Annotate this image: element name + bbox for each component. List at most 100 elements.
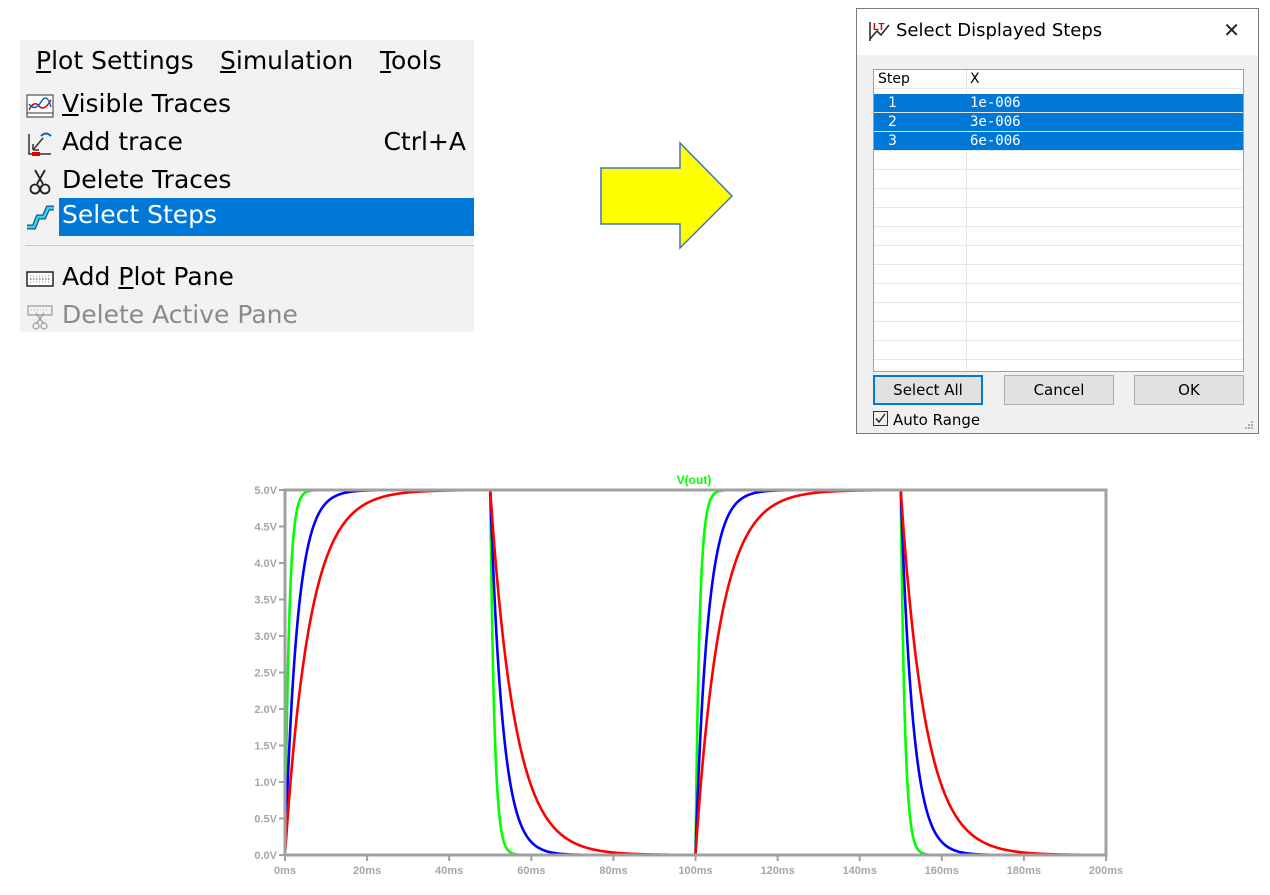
column-header-step[interactable]: Step	[878, 71, 910, 87]
visible-traces-icon	[26, 94, 54, 118]
scissors-icon	[29, 169, 51, 195]
y-tick-label: 2.0V	[254, 704, 277, 716]
empty-row	[874, 265, 1243, 284]
step-cell: 1	[888, 95, 897, 111]
menu-item-add-trace[interactable]: Add trace Ctrl+A	[20, 125, 474, 163]
empty-row	[874, 284, 1243, 303]
menu-item-select-steps[interactable]: Select Steps	[20, 198, 474, 236]
selection-highlight	[59, 198, 474, 236]
x-axis: 0ms 20ms 40ms 60ms 80ms 100ms 120ms 140ms 160ms 1…	[274, 855, 1123, 877]
y-tick-label: 0.0V	[254, 850, 277, 862]
menu-item-label: Add trace	[62, 127, 183, 156]
menu-item-label: Visible Traces	[62, 89, 231, 118]
x-tick-label: 60ms	[517, 865, 545, 877]
column-divider	[966, 70, 967, 371]
svg-text:LT: LT	[873, 22, 884, 33]
y-tick-label: 0.5V	[254, 814, 277, 826]
x-tick-label: 160ms	[925, 865, 959, 877]
x-tick-label: 100ms	[678, 865, 712, 877]
empty-row	[874, 227, 1243, 246]
menu-item-label: Add Plot Pane	[62, 262, 234, 291]
y-tick-label: 2.5V	[254, 668, 277, 680]
step-cell: 2	[888, 114, 897, 130]
auto-range-label: Auto Range	[893, 411, 981, 429]
x-cell: 3e-006	[970, 114, 1021, 130]
empty-row	[874, 151, 1243, 170]
empty-row	[874, 170, 1243, 189]
menubar-tools[interactable]: Tools	[380, 46, 442, 75]
list-row[interactable]: 2 3e-006	[874, 113, 1243, 132]
x-tick-label: 40ms	[435, 865, 463, 877]
resize-grip-icon[interactable]	[1244, 420, 1254, 430]
trace-series-1	[283, 488, 1106, 857]
checkbox-icon[interactable]	[873, 411, 888, 426]
delete-pane-icon	[27, 305, 53, 330]
y-tick-label: 5.0V	[254, 485, 277, 497]
y-tick-label: 3.5V	[254, 595, 277, 607]
waveform-plot: V(out) 0.0V 0.5V 1.0V 1.5V 2.0V 2.5V 3.0V 3.5V 4…	[254, 473, 1123, 877]
y-axis: 0.0V 0.5V 1.0V 1.5V 2.0V 2.5V 3.0V 3.5V 4.0V 4.5V…	[254, 485, 285, 862]
menu-item-delete-active-pane: Delete Active Pane	[20, 298, 474, 336]
x-tick-label: 180ms	[1007, 865, 1041, 877]
menubar: Plot Settings Simulation Tools	[20, 40, 474, 86]
x-tick-label: 20ms	[353, 865, 381, 877]
select-all-button[interactable]: Select All	[873, 375, 983, 405]
empty-row	[874, 303, 1243, 322]
y-tick-label: 1.0V	[254, 777, 277, 789]
menubar-label: lot Settings	[51, 46, 194, 75]
y-tick-label: 3.0V	[254, 631, 277, 643]
list-row[interactable]: 3 6e-006	[874, 132, 1243, 151]
menubar-label-mnemonic: P	[36, 46, 52, 75]
empty-row	[874, 322, 1243, 341]
menu-item-add-plot-pane[interactable]: Add Plot Pane	[20, 260, 474, 298]
plot-frame	[283, 488, 1108, 857]
x-tick-label: 0ms	[274, 865, 296, 877]
menubar-simulation[interactable]: Simulation	[220, 46, 353, 75]
x-tick-label: 120ms	[760, 865, 794, 877]
empty-row	[874, 246, 1243, 265]
right-arrow-icon	[600, 141, 734, 250]
empty-row	[874, 341, 1243, 360]
traces	[283, 488, 1107, 857]
column-header-x[interactable]: X	[970, 71, 980, 87]
menubar-label: imulation	[235, 46, 354, 75]
menubar-plot-settings[interactable]: Plot Settings	[36, 46, 194, 75]
select-displayed-steps-dialog: LT Select Displayed Steps ✕ Step X 1 1e-…	[856, 8, 1259, 434]
menu-item-label: Delete Traces	[62, 165, 232, 194]
ltspice-logo-icon: LT	[869, 22, 890, 41]
menu-separator	[25, 245, 474, 246]
dialog-titlebar[interactable]: LT Select Displayed Steps ✕	[857, 9, 1258, 55]
menu-item-label: Select Steps	[62, 200, 218, 229]
x-tick-label: 80ms	[599, 865, 627, 877]
menu-item-shortcut: Ctrl+A	[383, 127, 466, 156]
cancel-button[interactable]: Cancel	[1004, 375, 1114, 405]
close-icon[interactable]: ✕	[1223, 18, 1240, 42]
menu-item-delete-traces[interactable]: Delete Traces	[20, 163, 474, 201]
ok-button[interactable]: OK	[1134, 375, 1244, 405]
x-tick-label: 200ms	[1089, 865, 1123, 877]
empty-row	[874, 189, 1243, 208]
empty-row	[874, 208, 1243, 227]
steps-list[interactable]: Step X 1 1e-006 2 3e-006 3 6e-006	[873, 69, 1244, 372]
x-tick-label: 140ms	[843, 865, 877, 877]
menu-item-label: Delete Active Pane	[62, 300, 298, 329]
list-row[interactable]: 1 1e-006	[874, 94, 1243, 113]
x-cell: 6e-006	[970, 133, 1021, 149]
menu-item-visible-traces[interactable]: Visible Traces	[20, 87, 474, 125]
add-plot-pane-icon	[26, 271, 54, 287]
menubar-label-mnemonic: S	[220, 46, 236, 75]
dialog-title: Select Displayed Steps	[896, 20, 1103, 41]
auto-range-checkbox[interactable]: Auto Range	[873, 411, 980, 429]
menubar-label: ools	[391, 46, 442, 75]
add-trace-icon	[28, 132, 52, 156]
select-steps-icon	[27, 205, 54, 230]
step-cell: 3	[888, 133, 897, 149]
x-cell: 1e-006	[970, 95, 1021, 111]
list-header: Step X	[874, 70, 1243, 89]
plot-title: V(out)	[677, 473, 712, 487]
plot-settings-menu: Plot Settings Simulation Tools Visible T…	[20, 40, 474, 332]
y-tick-label: 4.5V	[254, 522, 277, 534]
y-tick-label: 1.5V	[254, 741, 277, 753]
menubar-label-mnemonic: T	[380, 46, 392, 75]
y-tick-label: 4.0V	[254, 558, 277, 570]
